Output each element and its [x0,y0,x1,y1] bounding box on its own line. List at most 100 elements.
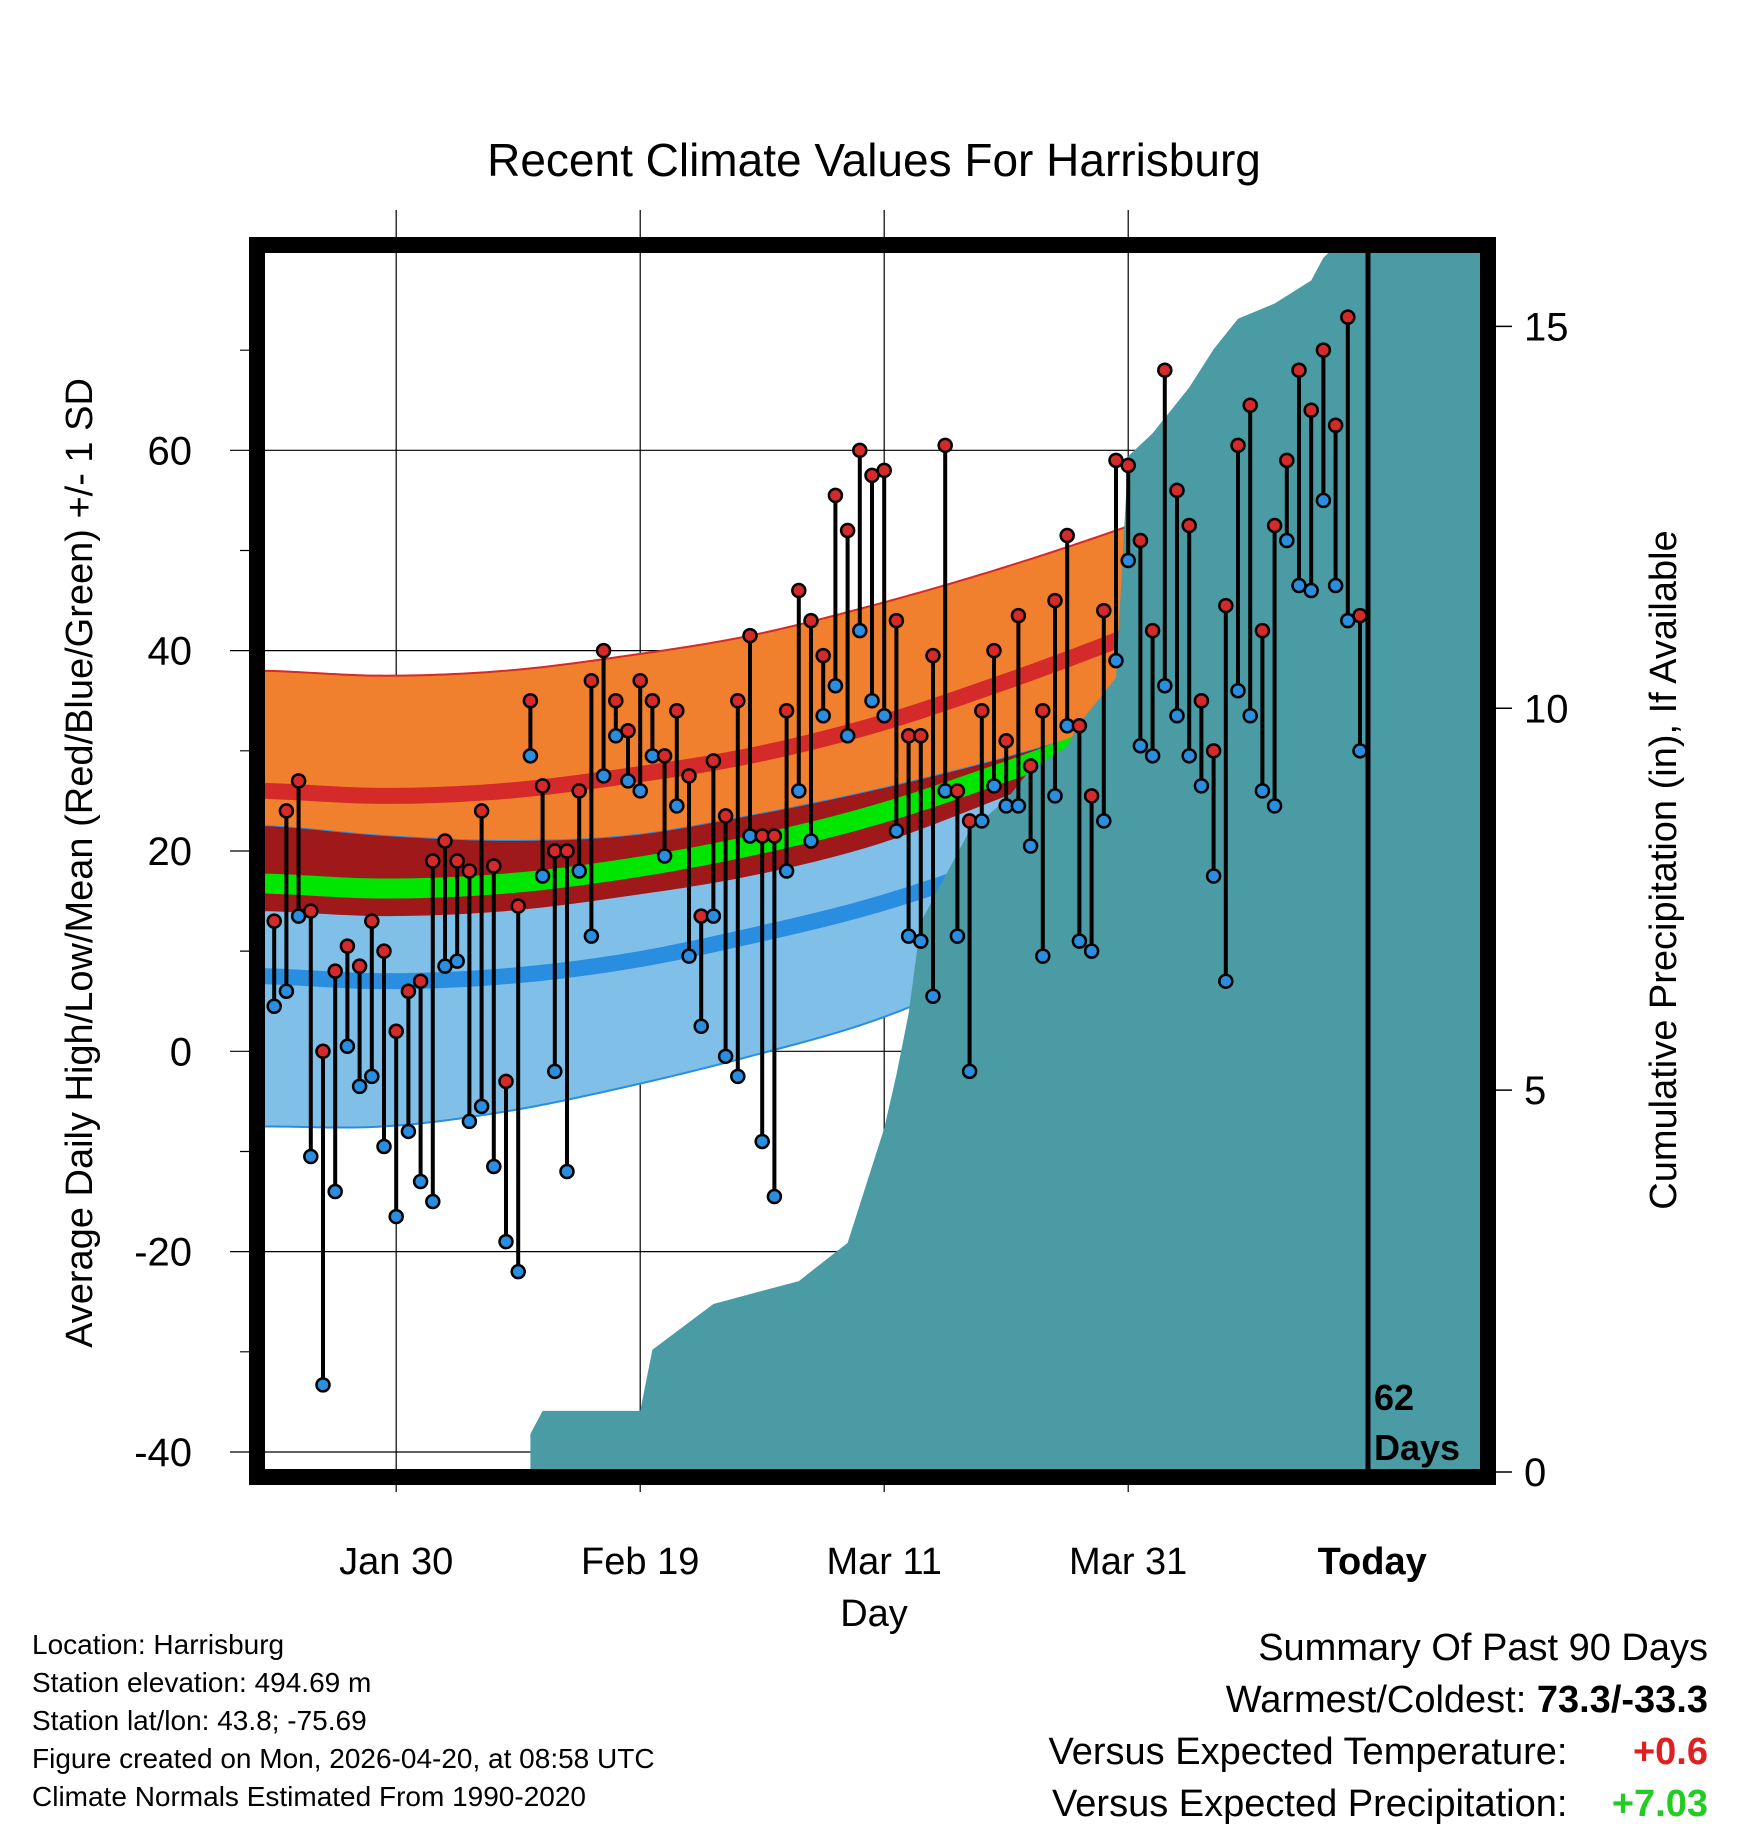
summary-warm-value: 73.3/-33.3 [1536,1679,1708,1721]
high-point [998,733,1014,749]
low-point [1120,552,1136,569]
high-point [1120,457,1136,474]
high-point [559,843,575,859]
high-point [1291,362,1307,378]
low-point [1266,798,1283,814]
low-point [1242,708,1258,724]
high-point [400,983,417,999]
high-point [1144,622,1161,639]
low-point [486,1158,502,1175]
y2-tick-label: 15 [1524,305,1569,349]
high-point [583,672,600,689]
high-point [742,627,758,644]
low-point [1083,943,1100,959]
low-point [766,1188,783,1205]
high-point [839,522,856,539]
low-point [1096,813,1112,829]
y-tick-label: 40 [148,630,193,674]
info-location: Location: Harrisburg [32,1629,285,1660]
low-point [852,622,868,639]
low-point [754,1133,770,1150]
low-point [1181,748,1197,764]
high-point [522,692,539,709]
low-point [303,1148,319,1165]
info-normals: Climate Normals Estimated From 1990-2020 [32,1781,586,1812]
info-elevation: Station elevation: 494.69 m [32,1667,372,1698]
high-point [913,728,929,744]
low-point [1193,778,1210,794]
low-point [1315,492,1332,509]
y2-axis-label: Cumulative Precipitation (in), If Availa… [1643,530,1685,1209]
high-point [1059,527,1075,544]
low-point [315,1377,331,1393]
daily-series [266,309,1368,1393]
high-point [1266,517,1283,534]
high-point [681,768,697,784]
high-point [1303,402,1319,419]
low-point [388,1208,404,1225]
low-point [803,833,819,849]
low-point [681,948,697,964]
low-point [1010,798,1027,814]
low-point [498,1233,514,1250]
high-point [1205,743,1222,759]
high-point [766,828,783,844]
low-point [559,1163,575,1180]
high-point [644,692,661,709]
low-point [1144,748,1161,764]
low-point [1303,582,1319,599]
low-point [974,813,990,829]
low-point [339,1038,356,1055]
low-point [864,692,880,709]
high-point [1242,397,1258,414]
low-point [400,1123,417,1140]
high-point [412,973,429,989]
summary-temp-label: Versus Expected Temperature: [1048,1731,1578,1773]
high-point [1254,622,1271,639]
high-point [827,487,844,504]
y-tick-label: -20 [134,1231,192,1275]
high-point [1340,309,1356,325]
low-point [1279,532,1295,549]
high-point [534,778,551,794]
low-point [620,773,636,789]
low-point [949,928,966,944]
high-point [925,647,941,664]
low-point [888,823,905,839]
high-point [1193,692,1210,709]
x-tick-label: Jan 30 [339,1541,453,1583]
low-point [730,1068,746,1085]
high-point [778,703,795,719]
high-point [1047,592,1063,609]
high-point [510,898,526,914]
high-point [949,783,966,799]
low-point [278,983,295,999]
low-point [1254,783,1271,799]
high-point [1083,788,1100,804]
low-point [522,748,539,764]
low-point [425,1193,441,1210]
low-point [791,783,807,799]
low-point [364,1068,380,1085]
high-point [1352,607,1368,624]
high-point [290,773,307,789]
today-days-label: Days [1374,1427,1460,1468]
high-point [1071,718,1088,734]
low-point [705,908,722,924]
low-point [1230,682,1246,699]
low-point [266,998,282,1014]
high-point [791,582,807,599]
high-point [717,808,734,824]
low-point [1047,788,1063,804]
low-point [449,953,465,969]
low-point [876,708,892,724]
high-point [1218,597,1234,614]
low-point [986,778,1002,794]
high-point [1230,437,1246,454]
station-info: Location: Harrisburg Station elevation: … [32,1626,655,1816]
high-point [974,703,990,719]
low-point [376,1138,392,1155]
low-point [1157,677,1173,694]
high-point [449,853,465,869]
high-point [1096,602,1112,619]
